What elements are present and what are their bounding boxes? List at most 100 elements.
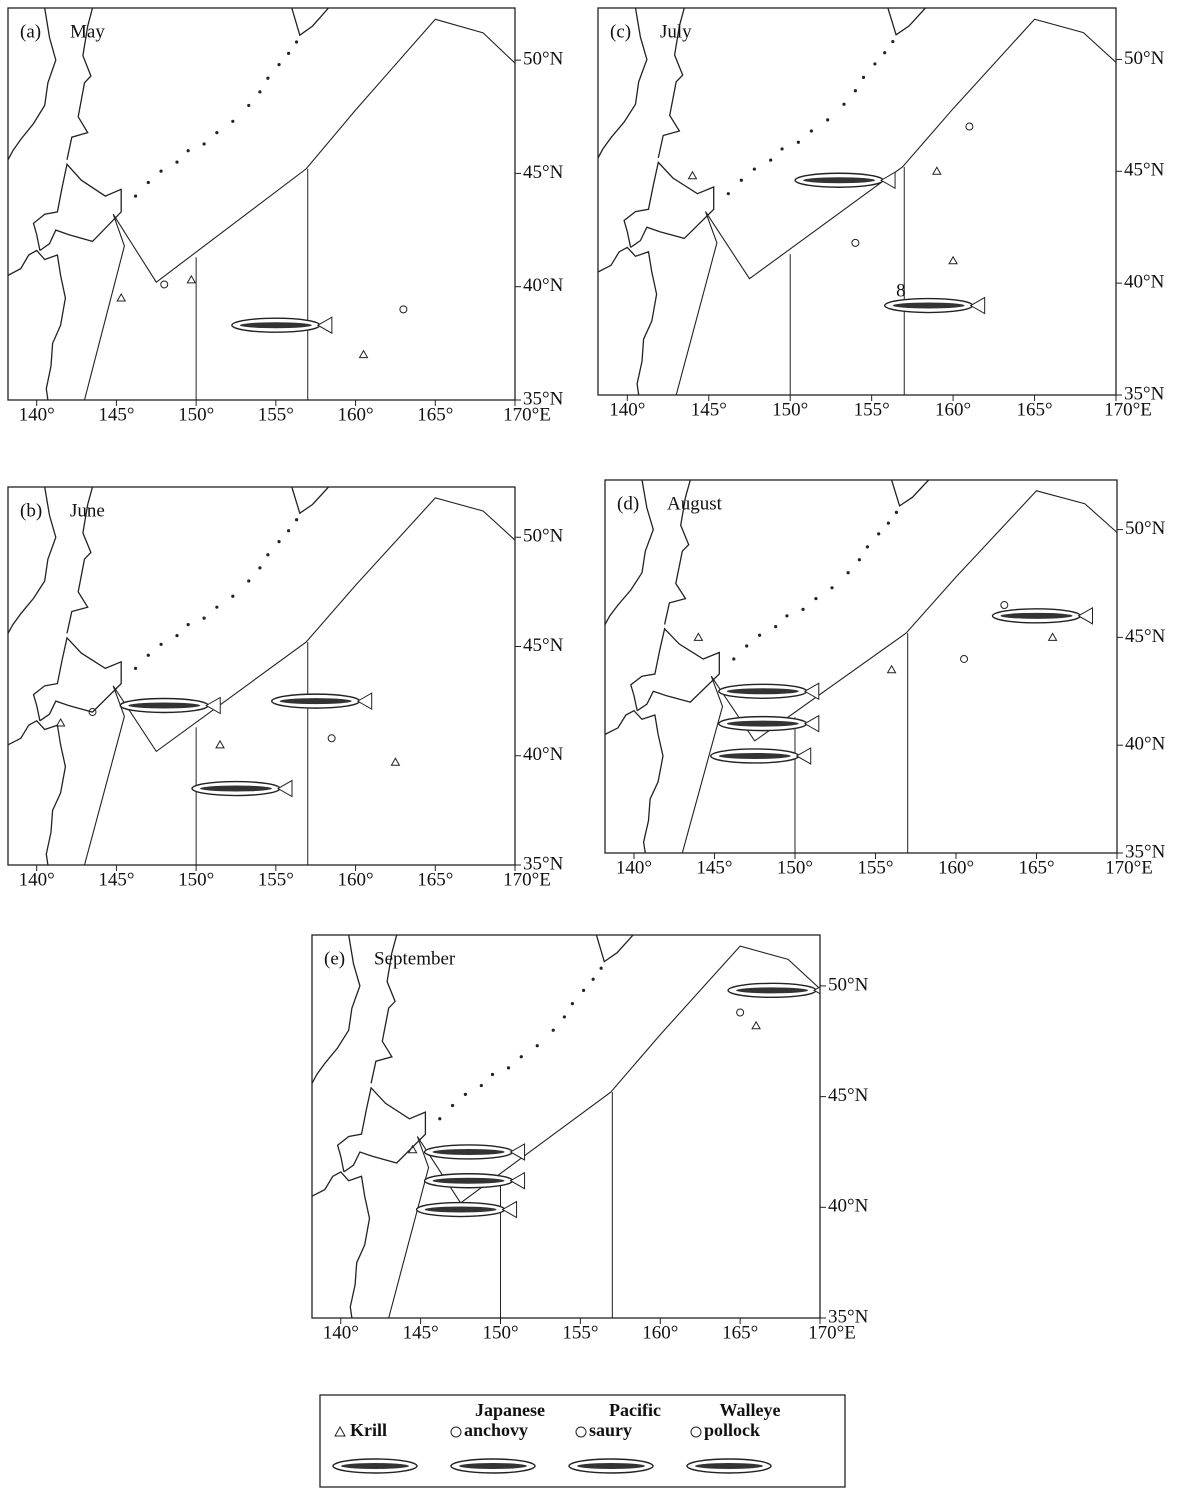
x-tick-label: 140° bbox=[19, 404, 55, 425]
island bbox=[774, 625, 778, 629]
island bbox=[266, 553, 270, 557]
island bbox=[277, 63, 281, 67]
island bbox=[814, 596, 818, 601]
island bbox=[287, 51, 291, 55]
fish-icon bbox=[239, 322, 312, 329]
coastline bbox=[8, 487, 57, 634]
y-tick-label: 45°N bbox=[1125, 626, 1166, 647]
island bbox=[450, 1103, 455, 1108]
boundary bbox=[388, 945, 820, 1318]
x-tick-label: 150° bbox=[482, 1322, 518, 1343]
island bbox=[757, 633, 762, 637]
sample-symbol bbox=[407, 1144, 418, 1154]
sample-symbol bbox=[160, 280, 169, 289]
island bbox=[865, 545, 870, 549]
panel-month: September bbox=[374, 948, 456, 969]
x-tick-label: 170°E bbox=[1104, 399, 1152, 420]
sample-symbol bbox=[390, 757, 401, 766]
x-tick-label: 170°E bbox=[503, 404, 551, 425]
sample-symbol bbox=[948, 255, 958, 265]
legend-text: Krill bbox=[350, 1420, 387, 1440]
fish-tail bbox=[276, 779, 293, 798]
legend-symbol bbox=[575, 1426, 587, 1438]
map-frame bbox=[597, 7, 1117, 396]
sample-symbol bbox=[358, 349, 369, 359]
coastline bbox=[890, 480, 930, 507]
island bbox=[726, 192, 730, 196]
sample-symbol bbox=[55, 717, 66, 727]
x-tick-label: 140° bbox=[19, 869, 55, 890]
island bbox=[146, 653, 150, 657]
island bbox=[785, 614, 789, 618]
island bbox=[891, 39, 895, 44]
y-tick-label: 40°N bbox=[1125, 734, 1166, 755]
coastline bbox=[312, 1171, 371, 1318]
fish-icon bbox=[199, 785, 272, 792]
y-tick-label: 50°N bbox=[1125, 518, 1166, 539]
coastline bbox=[598, 246, 658, 395]
fish-tail bbox=[356, 692, 373, 710]
coastline bbox=[605, 480, 654, 625]
map-panel: (b) June 140° 145° 150° 155° 160° 165° 170°E 50°N… bbox=[7, 486, 564, 890]
island bbox=[175, 633, 179, 638]
sample-symbol bbox=[327, 734, 336, 743]
island bbox=[479, 1083, 483, 1088]
island bbox=[796, 140, 800, 144]
x-tick-label: 140° bbox=[609, 399, 645, 420]
y-tick-label: 45°N bbox=[523, 162, 564, 183]
island bbox=[809, 129, 813, 133]
coastline bbox=[291, 487, 329, 515]
island bbox=[146, 180, 150, 185]
fish-icon bbox=[1000, 612, 1073, 619]
x-tick-label: 155° bbox=[258, 869, 294, 890]
coastline bbox=[887, 8, 926, 36]
island bbox=[780, 147, 784, 151]
coastline bbox=[598, 8, 648, 159]
island bbox=[857, 558, 861, 562]
island bbox=[894, 510, 899, 514]
island bbox=[277, 540, 281, 544]
y-tick-label: 40°N bbox=[1124, 272, 1165, 293]
fish-tail bbox=[795, 747, 812, 765]
legend-symbol bbox=[334, 1425, 346, 1437]
x-tick-label: 150° bbox=[178, 404, 214, 425]
x-tick-label: 140° bbox=[323, 1322, 359, 1343]
island bbox=[247, 103, 251, 108]
x-tick-label: 160° bbox=[938, 857, 974, 878]
x-tick-label: 150° bbox=[772, 399, 808, 420]
island bbox=[133, 194, 138, 198]
y-tick-label: 50°N bbox=[523, 526, 564, 547]
coastline bbox=[8, 8, 57, 161]
coastline bbox=[32, 162, 122, 252]
x-tick-label: 155° bbox=[854, 399, 890, 420]
island bbox=[519, 1055, 523, 1059]
legend-text: pollock bbox=[704, 1420, 760, 1440]
island bbox=[581, 988, 586, 992]
map-panel: (e) September 140° 145° 150° 155° 160° 165° 170°… bbox=[311, 934, 869, 1343]
sample-symbol bbox=[399, 305, 408, 314]
x-tick-label: 165° bbox=[1016, 399, 1052, 420]
fish-tail bbox=[880, 171, 896, 190]
fish-icon bbox=[718, 752, 791, 759]
island bbox=[186, 623, 190, 627]
panel-label: (e) bbox=[324, 948, 345, 969]
fish-tail bbox=[813, 986, 820, 995]
x-tick-label: 170°E bbox=[808, 1322, 856, 1343]
island bbox=[186, 149, 190, 153]
sample-symbol bbox=[88, 708, 97, 717]
island bbox=[215, 605, 219, 609]
legend-fish bbox=[459, 1463, 527, 1469]
island bbox=[294, 518, 299, 522]
sample-symbol bbox=[1047, 632, 1058, 641]
island bbox=[231, 119, 235, 123]
island bbox=[861, 75, 866, 79]
island bbox=[739, 178, 743, 182]
panel-note: 8 bbox=[896, 280, 906, 301]
island bbox=[258, 90, 262, 94]
island bbox=[801, 607, 805, 611]
coastline bbox=[657, 8, 685, 159]
coastline bbox=[623, 161, 715, 248]
coastline bbox=[595, 935, 634, 963]
